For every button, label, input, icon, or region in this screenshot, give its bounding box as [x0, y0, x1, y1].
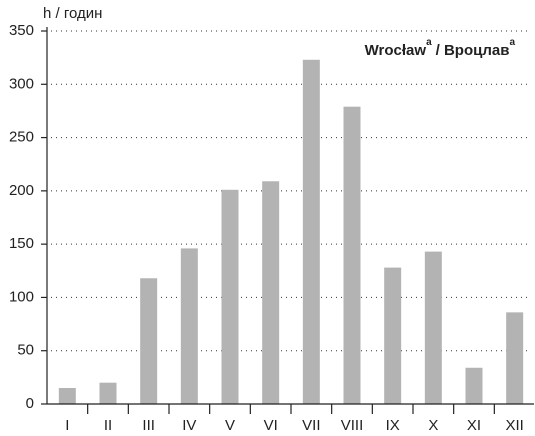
annotation-sup: a: [426, 37, 432, 48]
bar: [302, 59, 320, 404]
y-tick-label: 300: [9, 75, 34, 92]
annotation-sup: a: [509, 37, 515, 48]
bar: [221, 189, 239, 404]
y-tick-label: 100: [9, 288, 34, 305]
bar: [140, 278, 158, 404]
bar: [262, 181, 280, 404]
annotation-city-cyrillic: / Вроцлав: [436, 42, 510, 59]
bar: [180, 248, 198, 404]
x-tick-label: XI: [467, 417, 481, 434]
x-tick-label: V: [225, 417, 235, 434]
bar: [99, 382, 117, 404]
y-tick-label: 50: [17, 342, 34, 359]
x-tick-label: IV: [182, 417, 196, 434]
bar: [384, 267, 402, 404]
bar: [424, 251, 442, 404]
annotation-city: Wrocław: [365, 42, 427, 59]
y-tick-label: 150: [9, 235, 34, 252]
x-tick-label: IX: [386, 417, 400, 434]
y-axis-label: h / годин: [43, 5, 102, 22]
x-tick-label: VIII: [341, 417, 364, 434]
bar: [465, 367, 483, 404]
y-tick-label: 350: [9, 22, 34, 39]
y-tick-label: 250: [9, 129, 34, 146]
x-tick-label: III: [142, 417, 155, 434]
bar: [506, 312, 524, 404]
y-tick-label: 200: [9, 182, 34, 199]
y-tick-label: 0: [26, 395, 34, 412]
annotation: Wrocława / Вроцлавa: [365, 37, 516, 59]
x-tick-label: VII: [302, 417, 320, 434]
bar: [343, 106, 361, 404]
x-tick-label: XII: [505, 417, 523, 434]
x-tick-label: VI: [264, 417, 278, 434]
x-tick-label: II: [104, 417, 112, 434]
x-tick-label: I: [65, 417, 69, 434]
x-tick-label: X: [428, 417, 438, 434]
bar: [58, 388, 76, 404]
